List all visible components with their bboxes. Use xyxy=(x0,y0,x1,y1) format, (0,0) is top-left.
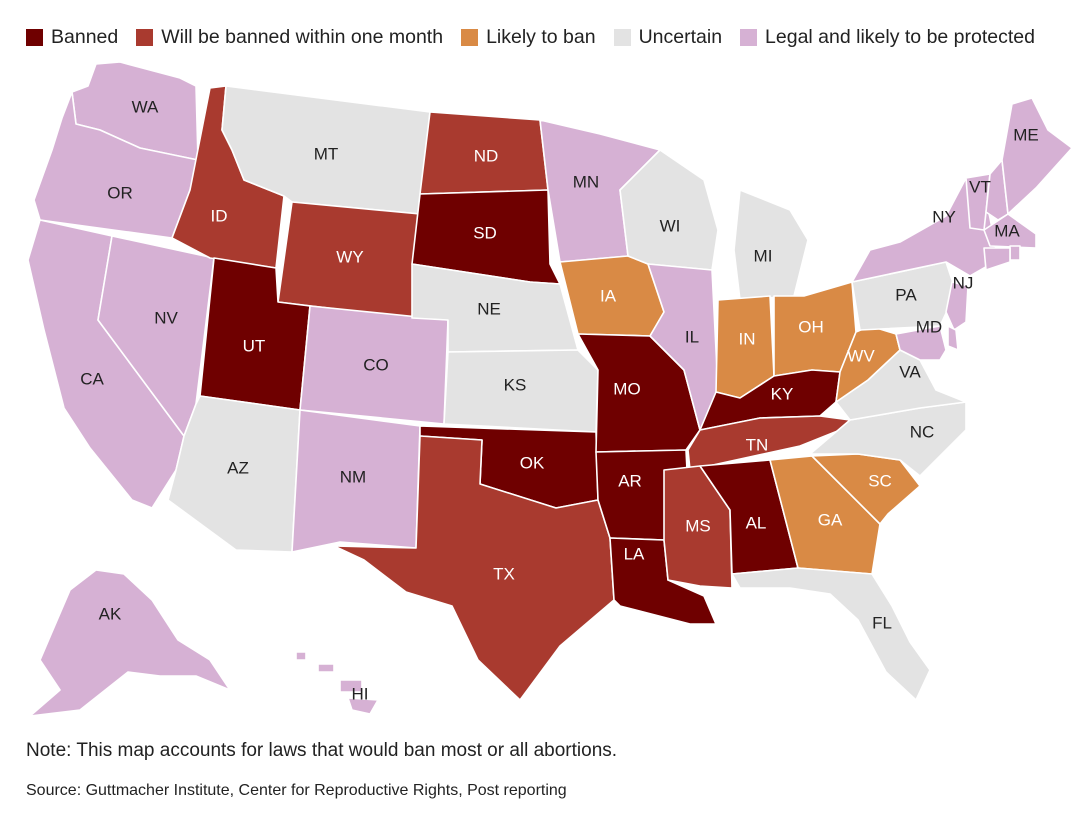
legend-item-legal: Legal and likely to be protected xyxy=(740,26,1035,49)
legend-item-banned: Banned xyxy=(26,26,118,49)
state-label-ut: UT xyxy=(243,336,266,355)
labels-layer: WA OR CA NV ID MT WY UT AZ CO NM ND SD NE KS OK TX MN IA MO… xyxy=(80,97,1039,703)
state-label-ne: NE xyxy=(477,299,501,318)
state-label-tx: TX xyxy=(493,564,515,583)
legend-swatch-uncertain xyxy=(613,29,631,46)
legend-swatch-likely xyxy=(461,29,479,46)
state-label-me: ME xyxy=(1013,125,1039,144)
state-label-oh: OH xyxy=(798,317,824,336)
legend-item-uncertain: Uncertain xyxy=(613,26,723,49)
legend-swatch-legal xyxy=(740,29,758,46)
legend-item-month: Will be banned within one month xyxy=(136,26,443,49)
state-de xyxy=(947,325,959,351)
state-ct xyxy=(983,247,1011,271)
legend-label-uncertain: Uncertain xyxy=(638,26,723,48)
state-label-ma: MA xyxy=(994,221,1020,240)
state-mi xyxy=(733,189,809,301)
state-label-ny: NY xyxy=(932,207,956,226)
state-label-co: CO xyxy=(363,355,389,374)
state-label-id: ID xyxy=(211,206,228,225)
state-ma xyxy=(983,213,1037,249)
state-label-ky: KY xyxy=(771,384,794,403)
state-label-nc: NC xyxy=(910,422,935,441)
state-label-hi: HI xyxy=(352,684,369,703)
map-source: Source: Guttmacher Institute, Center for… xyxy=(26,782,567,799)
state-nj xyxy=(945,281,969,331)
state-label-wy: WY xyxy=(336,247,363,266)
state-label-ca: CA xyxy=(80,369,104,388)
legend-item-likely: Likely to ban xyxy=(461,26,596,49)
state-ak xyxy=(29,569,231,717)
state-label-ok: OK xyxy=(520,453,545,472)
state-label-la: LA xyxy=(624,544,645,563)
state-label-sd: SD xyxy=(473,223,497,242)
state-label-nj: NJ xyxy=(953,273,974,292)
state-label-az: AZ xyxy=(227,458,249,477)
state-label-va: VA xyxy=(899,362,921,381)
state-label-mi: MI xyxy=(754,246,773,265)
legend-label-banned: Banned xyxy=(51,26,119,48)
state-label-nd: ND xyxy=(474,146,499,165)
state-label-tn: TN xyxy=(746,435,769,454)
legend-swatch-banned xyxy=(26,29,43,46)
legend-swatch-month xyxy=(136,29,154,46)
state-tx xyxy=(333,435,615,701)
state-fl xyxy=(731,567,931,701)
state-label-nm: NM xyxy=(340,467,366,486)
state-label-ak: AK xyxy=(99,604,122,623)
state-label-in: IN xyxy=(739,329,756,348)
state-vt xyxy=(965,173,991,231)
state-label-fl: FL xyxy=(872,613,892,632)
state-hi xyxy=(295,651,379,715)
states-layer xyxy=(27,61,1073,717)
state-label-al: AL xyxy=(746,513,767,532)
state-ri xyxy=(1009,245,1021,261)
state-label-mn: MN xyxy=(573,172,599,191)
state-label-vt: VT xyxy=(969,177,991,196)
state-me xyxy=(1001,97,1073,215)
state-label-or: OR xyxy=(107,183,133,202)
state-ny xyxy=(851,177,999,283)
state-il xyxy=(647,263,719,431)
state-label-ks: KS xyxy=(504,375,527,394)
state-label-ia: IA xyxy=(600,286,617,305)
legend-label-likely: Likely to ban xyxy=(486,26,596,48)
state-label-wa: WA xyxy=(132,97,159,116)
state-label-md: MD xyxy=(916,317,942,336)
state-label-wv: WV xyxy=(847,346,875,365)
state-wi xyxy=(619,149,719,271)
state-md xyxy=(895,325,947,361)
state-label-sc: SC xyxy=(868,471,892,490)
state-label-ms: MS xyxy=(685,516,711,535)
state-label-nv: NV xyxy=(154,308,178,327)
state-label-ar: AR xyxy=(618,471,642,490)
state-label-mt: MT xyxy=(314,144,339,163)
state-label-il: IL xyxy=(685,327,699,346)
legend-label-month: Will be banned within one month xyxy=(161,26,444,48)
state-label-ga: GA xyxy=(818,510,843,529)
state-label-mo: MO xyxy=(613,379,640,398)
us-state-map: WA OR CA NV ID MT WY UT AZ CO NM ND SD NE KS OK TX MN IA MO… xyxy=(27,61,1073,717)
map-note: Note: This map accounts for laws that wo… xyxy=(26,740,618,761)
state-label-pa: PA xyxy=(895,285,917,304)
legend-label-legal: Legal and likely to be protected xyxy=(765,26,1035,48)
map-legend: Banned Will be banned within one month L… xyxy=(26,26,1053,49)
state-ga xyxy=(769,455,881,575)
state-label-wi: WI xyxy=(660,216,681,235)
state-nm xyxy=(291,409,421,553)
